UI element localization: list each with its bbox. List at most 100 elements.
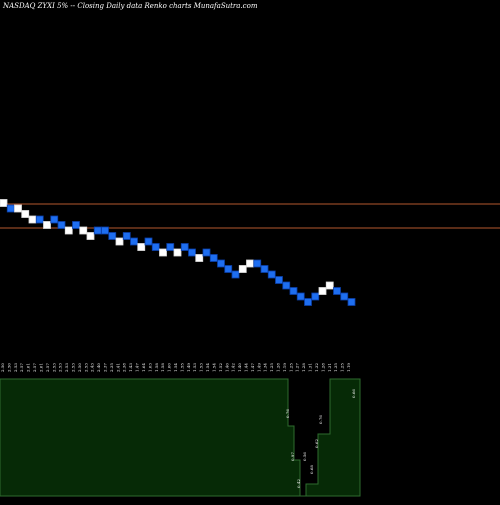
renko-brick-down (347, 298, 356, 306)
x-tick-label: 1.53 (192, 363, 197, 372)
x-tick-label: 1.54 (211, 363, 216, 372)
renko-brick-down (275, 276, 283, 284)
renko-brick-up (325, 281, 334, 290)
x-tick-label: 1.34 (263, 363, 268, 372)
renko-brick-down (231, 270, 240, 279)
x-tick-label: 1.63 (147, 363, 152, 372)
renko-brick-down (282, 281, 291, 290)
x-tick-label: 2.35 (109, 363, 114, 372)
renko-brick-down (289, 287, 298, 295)
x-tick-label: 2.61 (26, 363, 31, 372)
renko-brick-down (144, 237, 153, 246)
renko-brick-down (340, 292, 349, 301)
x-tick-label: 1.49 (256, 363, 261, 372)
renko-brick-down (72, 221, 80, 229)
renko-brick-up (318, 287, 327, 295)
volume-label: 0.66 (351, 389, 356, 398)
x-tick-label: 2.53 (13, 363, 18, 372)
x-tick-label: 1.19 (346, 363, 351, 372)
renko-brick-up (159, 248, 167, 257)
x-tick-label: 2.53 (70, 363, 75, 372)
renko-brick-down (217, 259, 225, 268)
renko-brick-down (166, 243, 175, 251)
x-tick-label: 1.40 (224, 363, 229, 372)
x-tick-label: 1.25 (340, 363, 345, 372)
x-tick-label: 1.60 (167, 363, 172, 372)
renko-brick-up (79, 226, 88, 235)
x-tick-label: 1.58 (154, 363, 159, 372)
x-tick-label: 1.44 (243, 363, 248, 372)
x-tick-label: 1.49 (186, 363, 191, 372)
x-tick-label: 1.42 (231, 363, 236, 372)
renko-brick-down (57, 221, 66, 229)
volume-label: 0.56 (302, 452, 307, 461)
renko-brick-down (50, 215, 59, 224)
renko-brick-down (260, 265, 269, 273)
volume-label: 0.68 (309, 465, 314, 474)
renko-brick-down (151, 243, 160, 251)
x-tick-label: 1.54 (205, 363, 210, 372)
x-tick-label: 2.43 (90, 363, 95, 372)
renko-brick-down (130, 237, 138, 246)
renko-brick-down (267, 270, 276, 279)
x-tick-label: 1.31 (327, 363, 332, 372)
x-tick-label: 2.53 (58, 363, 63, 372)
x-tick-label: 1.64 (141, 363, 146, 372)
renko-brick-up (246, 259, 254, 268)
x-tick-label: 1.53 (199, 363, 204, 372)
x-tick-label: 2.41 (115, 363, 120, 372)
x-tick-label: 1.28 (301, 363, 306, 372)
volume-panel (0, 378, 361, 497)
renko-brick-down (296, 292, 305, 301)
renko-brick-up (21, 210, 30, 218)
x-tick-label: 1.40 (237, 363, 242, 372)
x-tick-label: 1.54 (173, 363, 178, 372)
x-tick-label: 1.47 (135, 363, 140, 372)
renko-brick-up (28, 215, 37, 224)
x-tick-label: 2.57 (45, 363, 50, 372)
renko-brick-down (311, 292, 320, 301)
renko-brick-up (0, 199, 8, 207)
renko-brick-down (35, 215, 44, 224)
x-tick-label: 1.32 (314, 363, 319, 372)
x-tick-label: 2.38 (122, 363, 127, 372)
renko-brick-down (180, 243, 189, 251)
x-tick-label: 1.43 (128, 363, 133, 372)
renko-brick-up (115, 237, 124, 246)
renko-brick-up (14, 204, 22, 213)
renko-brick-up (137, 243, 146, 251)
x-tick-label: 1.52 (218, 363, 223, 372)
volume-area (0, 378, 361, 497)
renko-brick-up (86, 232, 95, 240)
x-tick-labels: 2.50 2.50 2.53 2.57 2.61 2.57 2.61 2.57 2.53 2.53… (0, 363, 351, 372)
x-tick-label: 2.53 (51, 363, 56, 372)
x-tick-label: 2.50 (77, 363, 82, 372)
x-tick-label: 1.25 (288, 363, 293, 372)
renko-brick-down (93, 226, 102, 235)
renko-brick-down (202, 248, 211, 257)
volume-label: 0.42 (296, 479, 301, 488)
volume-label: 0.76 (285, 409, 290, 418)
renko-brick-down (253, 259, 262, 268)
x-tick-label: 1.55 (179, 363, 184, 372)
renko-brick-up (64, 226, 73, 235)
renko-brick-down (122, 232, 131, 240)
x-tick-label: 2.37 (103, 363, 108, 372)
chart-title: NASDAQ ZYXI 5% -- Closing Daily data Ren… (3, 2, 258, 10)
volume-label: 0.76 (318, 415, 323, 424)
x-tick-label: 1.28 (276, 363, 281, 372)
renko-brick-up (195, 254, 204, 262)
renko-brick-up (43, 221, 51, 229)
renko-brick-down (101, 226, 109, 235)
renko-brick-down (188, 248, 196, 257)
x-tick-label: 2.53 (64, 363, 69, 372)
volume-label: 0.97 (290, 452, 295, 461)
x-tick-label: 1.35 (333, 363, 338, 372)
x-tick-label: 2.57 (32, 363, 37, 372)
x-tick-label: 1.25 (269, 363, 274, 372)
x-tick-label: 2.50 (6, 363, 11, 372)
x-tick-label: 1.28 (320, 363, 325, 372)
x-tick-label: 1.19 (282, 363, 287, 372)
renko-brick-up (238, 265, 247, 273)
